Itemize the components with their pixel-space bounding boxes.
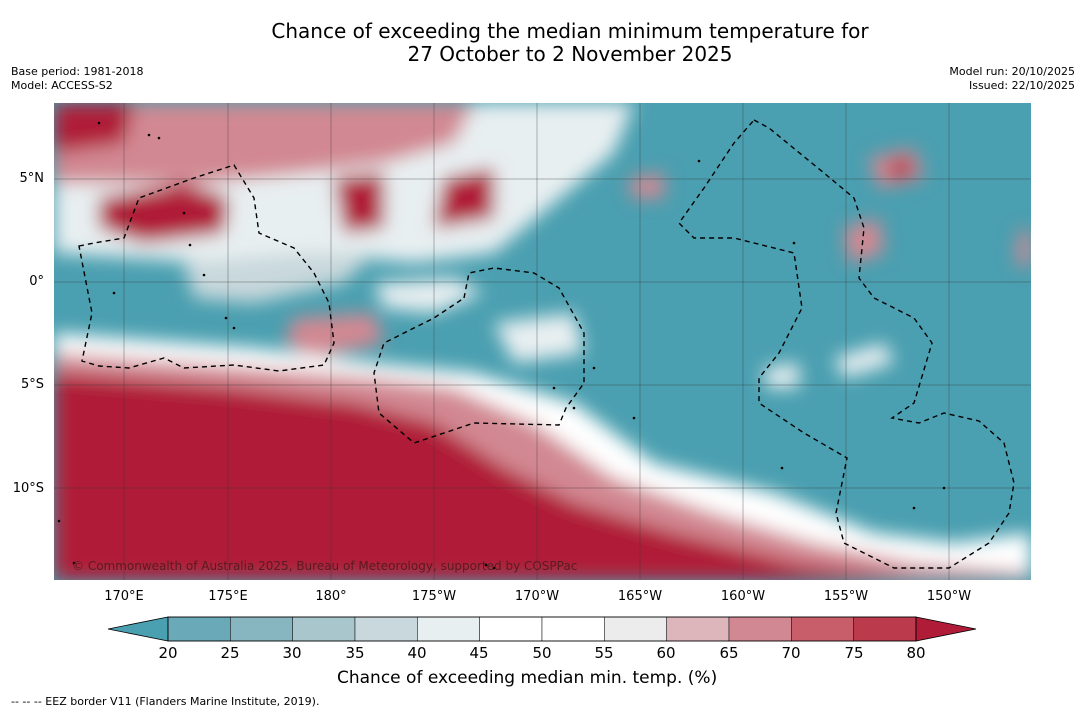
colorbar-segment bbox=[479, 616, 543, 642]
colorbar-segment bbox=[541, 616, 605, 642]
colorbar-segment bbox=[167, 616, 231, 642]
lon-label-180: 180° bbox=[315, 589, 347, 604]
cb-tick-50: 50 bbox=[532, 644, 552, 662]
colorbar-segment bbox=[417, 616, 480, 642]
lat-label-0: 0° bbox=[29, 274, 44, 289]
colorbar-segment bbox=[292, 616, 356, 642]
copyright-notice: © Commonwealth of Australia 2025, Bureau… bbox=[72, 559, 577, 573]
cb-tick-60: 60 bbox=[656, 644, 676, 662]
cb-tick-20: 20 bbox=[158, 644, 178, 662]
colorbar bbox=[107, 616, 977, 642]
eez-borders bbox=[78, 119, 1015, 569]
colorbar-low-arrow bbox=[107, 616, 169, 642]
forecast-map: © Commonwealth of Australia 2025, Bureau… bbox=[54, 103, 1031, 580]
lon-label-170w: 170°W bbox=[514, 589, 560, 604]
cb-tick-80: 80 bbox=[906, 644, 926, 662]
colorbar-segment bbox=[666, 616, 730, 642]
lon-label-160w: 160°W bbox=[720, 589, 766, 604]
map-title: Chance of exceeding the median minimum t… bbox=[0, 20, 1085, 66]
islands bbox=[57, 121, 946, 570]
colorbar-label: Chance of exceeding median min. temp. (%… bbox=[337, 668, 718, 688]
lon-label-150w: 150°W bbox=[926, 589, 972, 604]
issued-date: Issued: 22/10/2025 bbox=[968, 79, 1075, 92]
lon-label-170e: 170°E bbox=[104, 589, 144, 604]
eez-legend-note: -- -- -- EEZ border V11 (Flanders Marine… bbox=[11, 695, 320, 708]
colorbar-segment bbox=[354, 616, 418, 642]
model-name: Model: ACCESS-S2 bbox=[11, 79, 113, 92]
lon-label-165w: 165°W bbox=[617, 589, 663, 604]
lat-label-5n: 5°N bbox=[19, 171, 45, 186]
cb-tick-40: 40 bbox=[407, 644, 427, 662]
lat-label-5s: 5°S bbox=[20, 377, 44, 392]
base-period: Base period: 1981-2018 bbox=[11, 65, 144, 78]
cb-tick-35: 35 bbox=[345, 644, 365, 662]
colorbar-segment bbox=[604, 616, 667, 642]
colorbar-segment bbox=[728, 616, 792, 642]
probability-field bbox=[54, 103, 1031, 580]
colorbar-high-arrow bbox=[915, 616, 977, 642]
model-run: Model run: 20/10/2025 bbox=[949, 65, 1075, 78]
cb-tick-75: 75 bbox=[844, 644, 864, 662]
lon-label-155w: 155°W bbox=[823, 589, 869, 604]
title-line-2: 27 October to 2 November 2025 bbox=[407, 42, 733, 66]
lon-label-175w: 175°W bbox=[411, 589, 457, 604]
lon-label-175e: 175°E bbox=[208, 589, 248, 604]
cb-tick-45: 45 bbox=[469, 644, 489, 662]
meta-right: Model run: 20/10/2025 Issued: 22/10/2025 bbox=[949, 65, 1075, 93]
meta-left: Base period: 1981-2018 Model: ACCESS-S2 bbox=[11, 65, 143, 93]
colorbar-segment bbox=[853, 616, 917, 642]
cb-tick-55: 55 bbox=[594, 644, 614, 662]
graticule bbox=[54, 103, 1031, 580]
colorbar-segment bbox=[791, 616, 854, 642]
colorbar-segment bbox=[230, 616, 293, 642]
cb-tick-65: 65 bbox=[719, 644, 739, 662]
title-line-1: Chance of exceeding the median minimum t… bbox=[271, 19, 869, 43]
lat-label-10s: 10°S bbox=[12, 481, 44, 496]
cb-tick-70: 70 bbox=[781, 644, 801, 662]
cb-tick-30: 30 bbox=[282, 644, 302, 662]
cb-tick-25: 25 bbox=[220, 644, 240, 662]
